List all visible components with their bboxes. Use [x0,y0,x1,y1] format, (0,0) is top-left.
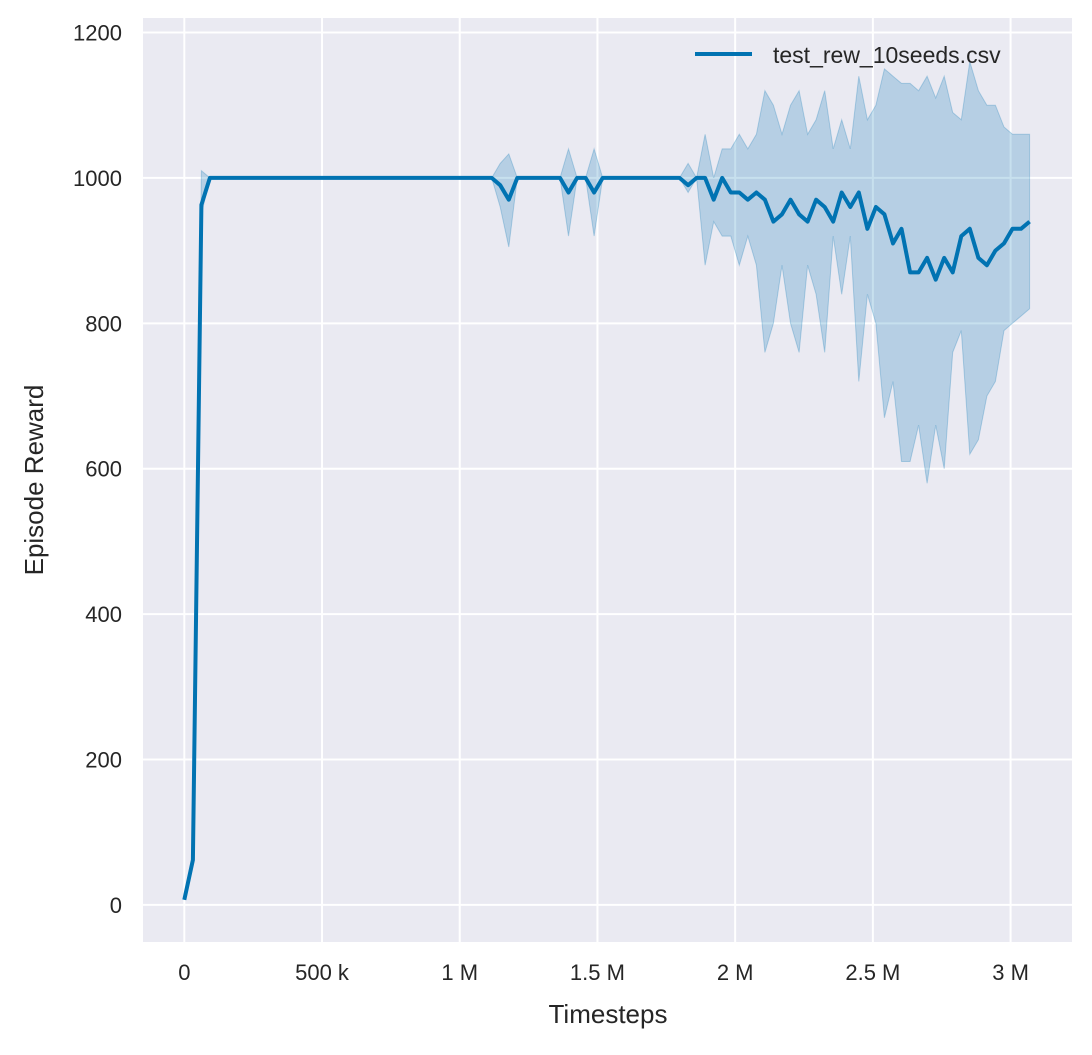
y-tick-label: 1200 [73,21,122,46]
x-tick-label: 1 M [441,960,478,985]
legend-label: test_rew_10seeds.csv [773,42,1001,68]
y-tick-label: 600 [85,457,122,482]
y-tick-label: 1000 [73,166,122,191]
y-tick-label: 400 [85,602,122,627]
y-tick-label: 200 [85,748,122,773]
y-axis-label: Episode Reward [19,385,49,576]
y-tick-label: 0 [110,893,122,918]
y-tick-label: 800 [85,311,122,336]
x-tick-label: 0 [178,960,190,985]
y-tick-labels: 0 200 400 600 800 1000 1200 [73,21,122,918]
x-tick-labels: 0 500 k 1 M 1.5 M 2 M 2.5 M 3 M [178,960,1029,985]
x-tick-label: 500 k [295,960,350,985]
x-tick-label: 2.5 M [845,960,900,985]
x-axis-label: Timesteps [549,999,668,1029]
x-tick-label: 1.5 M [570,960,625,985]
x-tick-label: 3 M [992,960,1029,985]
x-tick-label: 2 M [717,960,754,985]
